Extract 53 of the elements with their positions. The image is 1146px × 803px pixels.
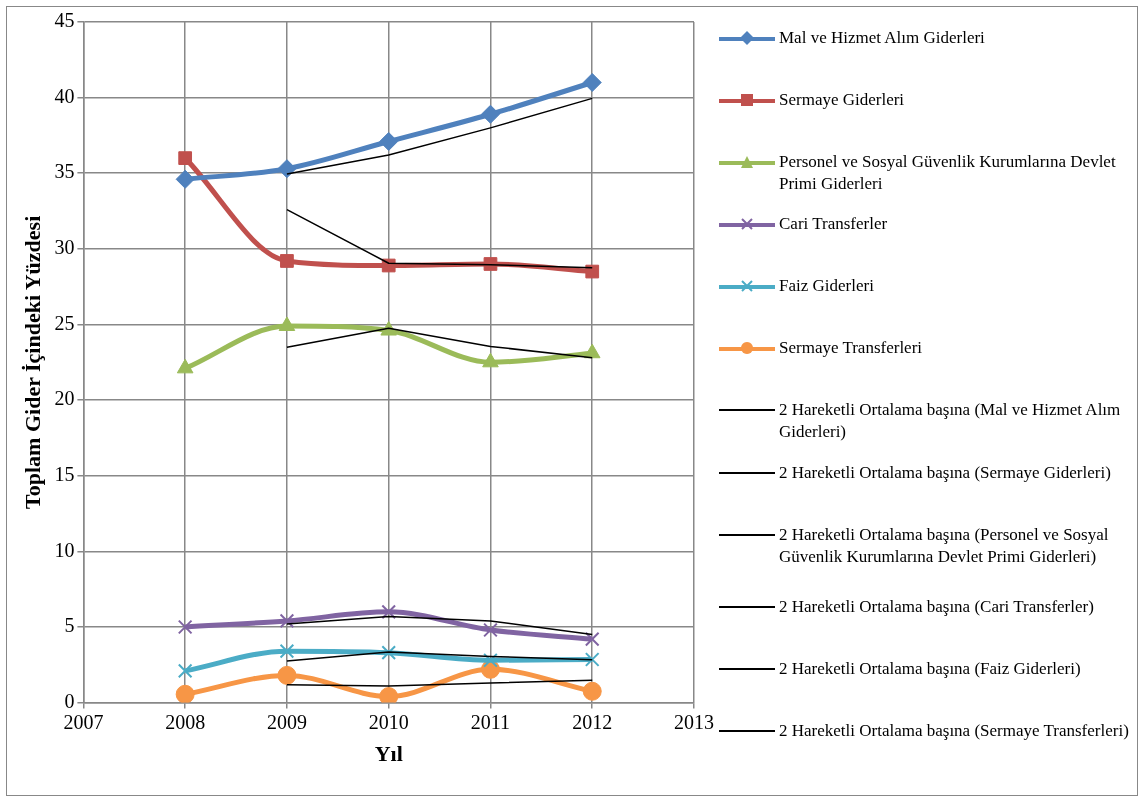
y-tick-label: 20 — [54, 387, 75, 410]
y-axis-title: Toplam Gider İçindeki Yüzdesi — [19, 215, 45, 509]
x-tick-label: 2009 — [266, 710, 307, 733]
x-tick-label: 2008 — [165, 710, 206, 733]
point — [582, 73, 602, 92]
point — [584, 652, 600, 667]
point — [381, 645, 397, 661]
legend-label: 2 Hareketli Ortalama başına (Mal ve Hizmet Alım Giderleri) — [779, 399, 1122, 443]
legend-label: Cari Transferler — [779, 213, 889, 235]
point — [177, 619, 193, 635]
x-tick-label: 2010 — [368, 710, 409, 733]
legend-label: 2 Hareketli Ortalama başına (Personel ve Sosyal Güvenlik Kurumlarına Devlet Primi Giderleri) — [779, 524, 1110, 568]
point — [582, 681, 602, 701]
x-axis-title: Yıl — [374, 741, 403, 767]
point — [177, 663, 193, 679]
point — [379, 131, 399, 151]
y-tick-label: 40 — [54, 84, 75, 107]
legend-label: Sermaye Transferleri — [779, 337, 924, 359]
x-tick-label: 2012 — [572, 710, 613, 733]
x-tick-label: 2011 — [470, 710, 511, 733]
legend-label: Mal ve Hizmet Alım Giderleri — [779, 27, 986, 49]
x-tick-label: 2013 — [674, 710, 714, 733]
y-tick-label: 10 — [54, 538, 75, 561]
legend-label: 2 Hareketli Ortalama başına (Cari Transferler) — [779, 596, 1095, 618]
point — [279, 613, 295, 629]
y-tick-label: 15 — [54, 462, 75, 485]
point — [483, 622, 498, 638]
point — [379, 687, 399, 703]
legend-label: 2 Hareketli Ortalama başına (Sermaye Giderleri) — [779, 462, 1112, 484]
legend-label: Personel ve Sosyal Güvenlik Kurumlarına Devlet Primi Giderleri — [779, 151, 1117, 195]
legend-label: Faiz Giderleri — [779, 275, 875, 297]
point — [277, 159, 297, 179]
y-tick-label: 35 — [54, 160, 75, 183]
point — [277, 665, 297, 685]
y-tick-label: 25 — [54, 311, 75, 334]
point — [175, 169, 195, 189]
point — [480, 104, 500, 124]
y-tick-label: 45 — [54, 9, 75, 32]
point — [279, 643, 295, 659]
x-tick-label: 2007 — [63, 710, 104, 733]
y-tick-label: 0 — [64, 689, 75, 712]
point — [280, 254, 294, 268]
y-tick-label: 30 — [54, 236, 75, 259]
legend-label: 2 Hareketli Ortalama başına (Sermaye Transferleri) — [779, 720, 1130, 742]
legend-label: Sermaye Giderleri — [779, 89, 906, 111]
point — [175, 684, 195, 703]
point — [178, 151, 193, 165]
point — [584, 631, 600, 647]
point — [585, 264, 600, 279]
point — [381, 604, 397, 620]
legend-label: 2 Hareketli Ortalama başına (Faiz Giderleri) — [779, 658, 1082, 680]
point — [483, 652, 498, 668]
y-tick-label: 5 — [64, 614, 75, 637]
